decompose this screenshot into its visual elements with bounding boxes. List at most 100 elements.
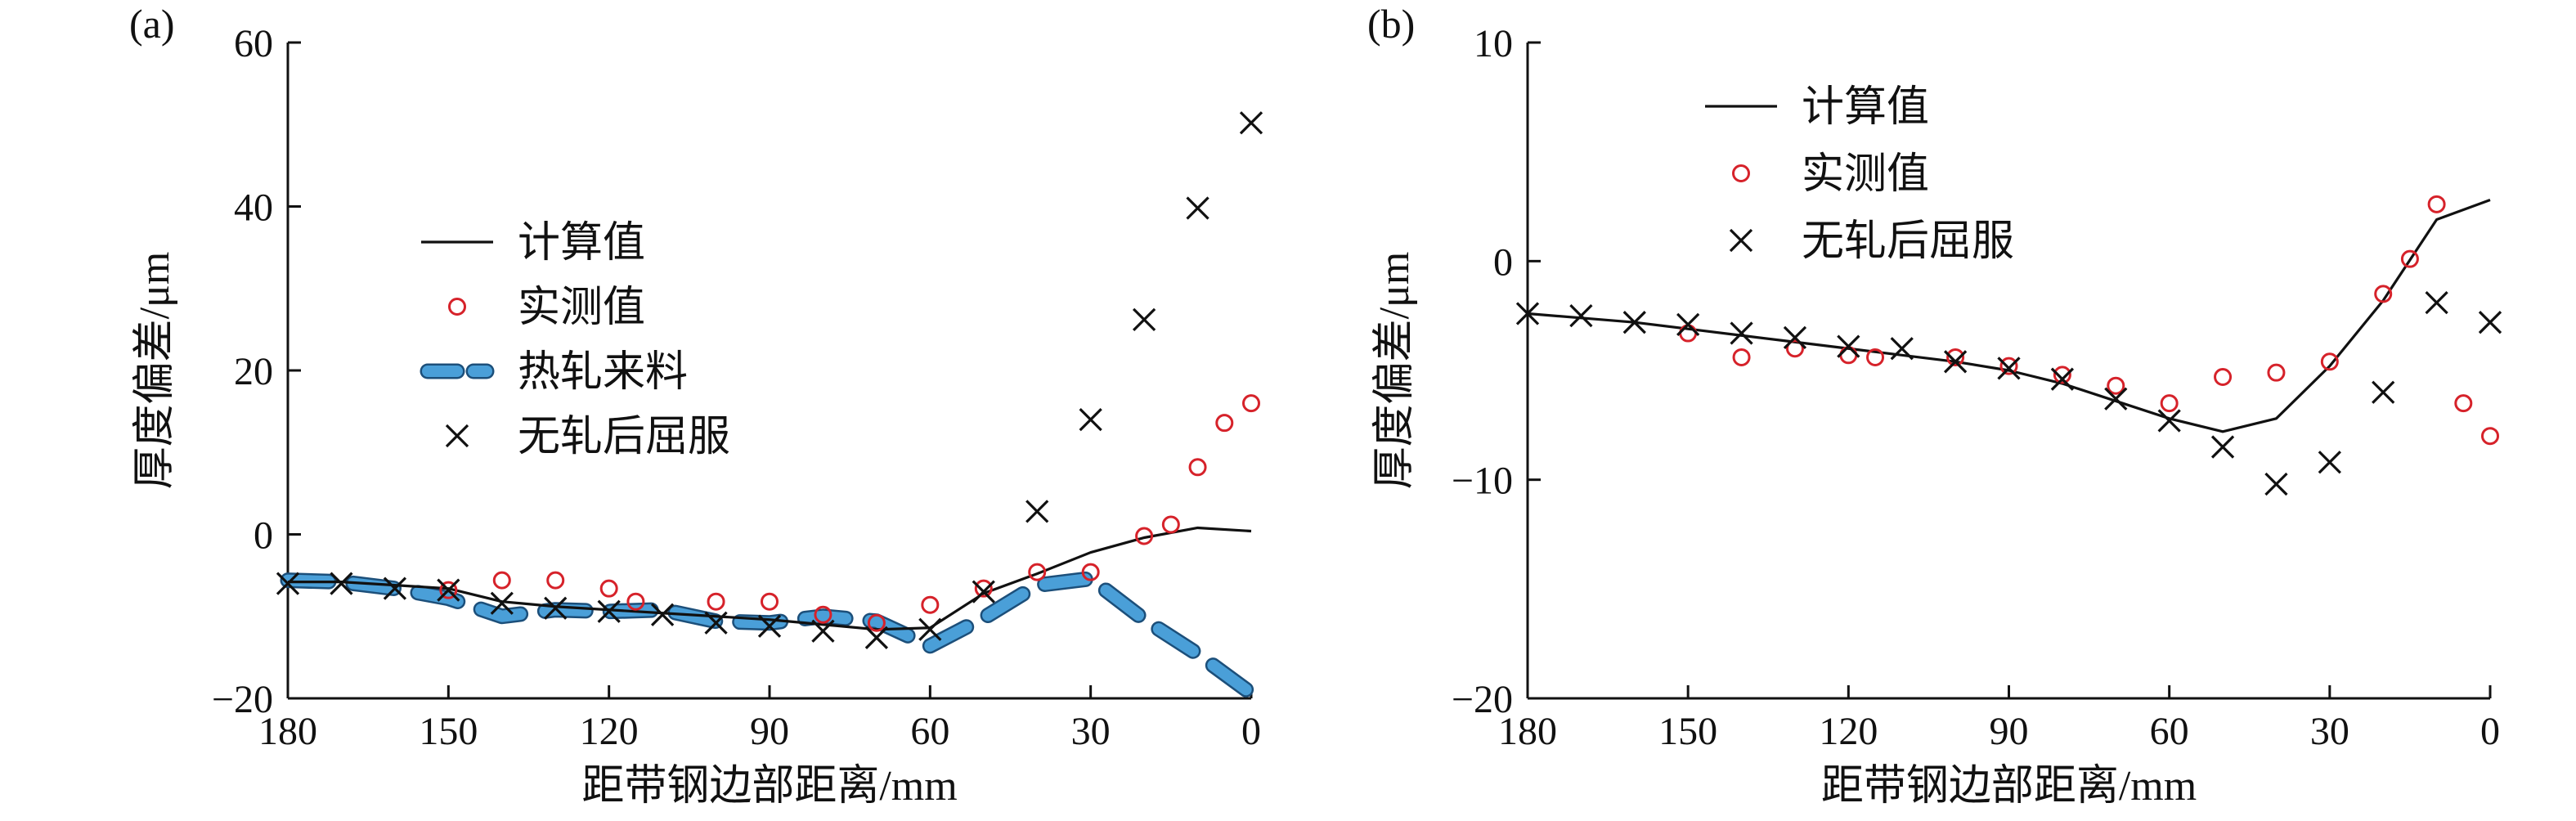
x-tick-label: 120 <box>580 710 639 753</box>
no-yield-point <box>276 572 300 595</box>
y-tick-label: −20 <box>1452 678 1513 721</box>
measured-point <box>1866 348 1885 366</box>
measured-point <box>492 571 511 590</box>
measured-point <box>921 595 940 614</box>
no-yield-point <box>2210 435 2235 459</box>
series-circle <box>439 394 1260 632</box>
calculated-line <box>1527 198 2491 433</box>
no-yield-point <box>544 596 568 620</box>
measured-point <box>2400 249 2419 268</box>
hot-rolled-dash-line <box>282 572 1257 699</box>
measured-point <box>439 581 458 599</box>
x-tick-label: 180 <box>1498 710 1557 753</box>
measured-point <box>974 579 993 598</box>
measured-point <box>1188 458 1207 477</box>
y-tick-label: 0 <box>254 514 273 558</box>
y-tick-label: −10 <box>1452 460 1513 503</box>
x-tick-label: 30 <box>1071 710 1111 753</box>
measured-point <box>1999 357 2018 375</box>
no-yield-point <box>1239 111 1263 135</box>
no-yield-point <box>972 580 995 603</box>
chart-panel-a: (a) 180 150 120 90 60 30 0 −20 0 20 40 60 距带钢边部距离/mm 厚… <box>129 1 1263 810</box>
measured-point <box>1785 339 1804 358</box>
legend-label: 无轧后屈服 <box>518 414 730 460</box>
no-yield-point <box>811 619 835 643</box>
x-tick-label: 120 <box>1819 710 1878 753</box>
no-yield-point <box>2157 409 2181 433</box>
y-tick-label: 10 <box>1474 22 1513 65</box>
no-yield-point <box>1079 408 1102 432</box>
x-tick-label: 150 <box>1658 710 1717 753</box>
no-yield-point <box>383 576 407 600</box>
no-yield-point <box>490 591 514 615</box>
x-tick-label: 60 <box>2150 710 2189 753</box>
x-tick-label: 30 <box>2310 710 2349 753</box>
panel-label: (b) <box>1367 1 1415 47</box>
measured-point <box>2160 394 2179 413</box>
measured-point <box>2214 368 2233 387</box>
y-tick-label: 0 <box>1493 240 1513 284</box>
measured-point <box>1242 394 1260 413</box>
measured-point <box>707 592 725 611</box>
x-tick-label: 60 <box>910 710 949 753</box>
measured-point <box>1215 414 1234 433</box>
series-cross <box>276 111 1263 649</box>
x-tick-label: 90 <box>750 710 789 753</box>
legend-cross-swatch <box>1729 228 1753 253</box>
measured-point <box>867 613 886 632</box>
no-yield-point <box>757 614 782 638</box>
no-yield-point <box>2050 367 2075 391</box>
no-yield-point <box>2104 387 2128 410</box>
measured-point <box>1946 348 1965 366</box>
series-circle <box>1679 195 2499 446</box>
no-yield-point <box>918 617 942 641</box>
no-yield-point <box>1997 357 2021 380</box>
measured-point <box>761 592 779 611</box>
no-yield-point <box>1569 304 1593 328</box>
measured-point <box>1081 563 1100 581</box>
no-yield-point <box>2372 380 2395 404</box>
no-yield-point <box>1025 500 1049 523</box>
legend-label: 计算值 <box>1802 84 1929 131</box>
y-axis-label: 厚度偏差/μm <box>132 252 178 490</box>
x-tick-label: 180 <box>258 710 317 753</box>
panel-label: (a) <box>129 1 175 47</box>
no-yield-point <box>1730 321 1753 345</box>
no-yield-point <box>2318 451 2341 474</box>
measured-point <box>599 579 618 598</box>
no-yield-point <box>1515 302 1540 325</box>
x-tick-label: 0 <box>1241 710 1261 753</box>
measured-point <box>2267 363 2286 382</box>
calculated-line <box>288 526 1252 631</box>
no-yield-point <box>1132 307 1156 331</box>
measured-point <box>814 605 832 624</box>
measured-point <box>2481 427 2499 446</box>
no-yield-point <box>437 578 460 602</box>
measured-point <box>2107 376 2125 395</box>
no-yield-point <box>864 626 889 649</box>
no-yield-point <box>1186 196 1209 220</box>
measured-point <box>1135 527 1154 545</box>
legend-circle-swatch <box>1732 164 1750 182</box>
legend-label: 热轧来料 <box>518 349 688 396</box>
x-axis-label: 距带钢边部距离/mm <box>581 763 957 810</box>
no-yield-point <box>2425 290 2448 315</box>
measured-point <box>2320 352 2339 371</box>
y-tick-label: 20 <box>234 350 273 393</box>
measured-point <box>2427 195 2446 213</box>
measured-point <box>2374 285 2393 303</box>
series-line <box>288 526 1252 631</box>
x-tick-label: 90 <box>1990 710 2029 753</box>
no-yield-point <box>1837 334 1860 358</box>
y-tick-label: 60 <box>234 22 273 65</box>
legend-label: 计算值 <box>518 220 645 267</box>
legend-label: 实测值 <box>1802 151 1929 198</box>
chart-panel-b: (b) 180 150 120 90 60 30 0 −20 −10 0 10 距带钢边部距离/mm 厚度… <box>1367 1 2502 810</box>
no-yield-point <box>1890 337 1914 361</box>
no-yield-point <box>1622 311 1646 334</box>
measured-point <box>2454 394 2473 413</box>
measured-point <box>2053 366 2071 384</box>
no-yield-point <box>2478 311 2502 334</box>
x-axis-label: 距带钢边部距离/mm <box>1821 763 2197 810</box>
no-yield-point <box>704 611 728 635</box>
